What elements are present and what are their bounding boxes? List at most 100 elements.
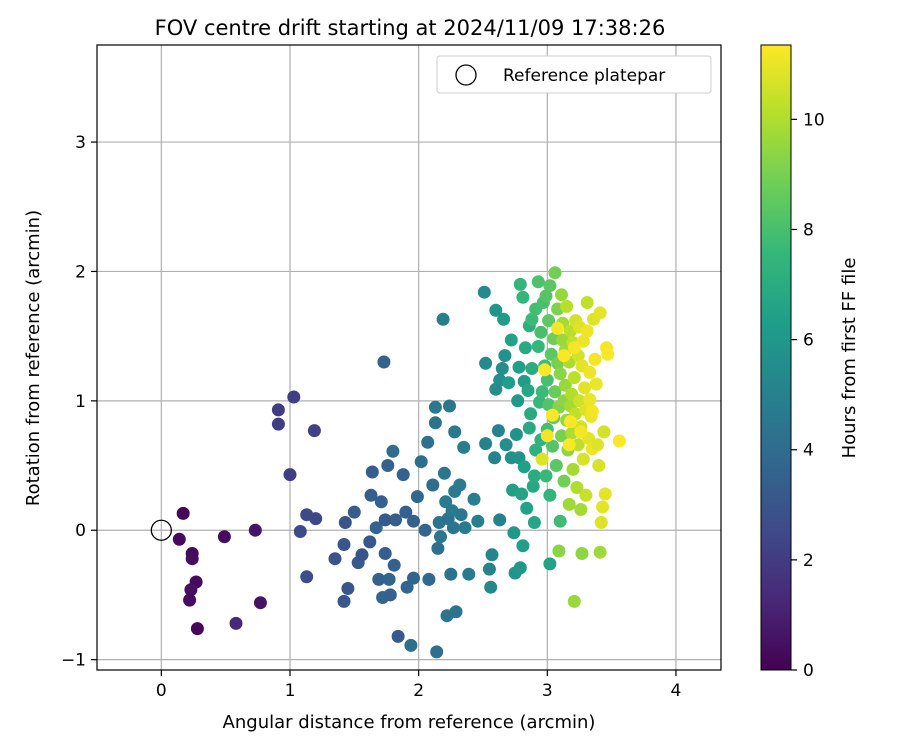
scatter-point [612, 434, 626, 448]
scatter-point [389, 513, 402, 527]
scatter-point [410, 490, 424, 504]
scatter-point [374, 495, 388, 509]
scatter-point [580, 324, 594, 338]
scatter-point [477, 285, 491, 299]
scatter-point [426, 478, 440, 492]
scatter-point [544, 347, 558, 361]
x-tick-label: 0 [156, 681, 167, 701]
scatter-point [513, 277, 527, 291]
scatter-point [580, 296, 594, 309]
scatter-point [309, 512, 323, 526]
scatter-point [539, 289, 553, 303]
scatter-point [172, 532, 186, 546]
colorbar-tick-label: 10 [803, 110, 825, 130]
scatter-point [598, 487, 612, 501]
scatter-point [527, 469, 541, 483]
legend-label: Reference platepar [503, 66, 665, 86]
colorbar-tick-label: 6 [803, 331, 814, 351]
scatter-point [567, 371, 581, 385]
scatter-point [546, 408, 559, 422]
scatter-point [548, 266, 562, 280]
scatter-point [525, 362, 539, 375]
colorbar-tick-label: 8 [803, 220, 814, 240]
y-tick-label: 2 [75, 262, 86, 282]
scatter-point [453, 478, 467, 492]
x-tick-label: 2 [413, 681, 424, 701]
scatter-point [517, 460, 531, 474]
scatter-point [414, 455, 428, 469]
scatter-point [383, 588, 397, 602]
scatter-point [428, 400, 442, 414]
scatter-point [588, 352, 602, 366]
scatter-point [347, 505, 361, 519]
scatter-point [377, 355, 391, 369]
scatter-point [515, 487, 529, 501]
scatter-point [526, 479, 540, 493]
scatter-point [484, 580, 498, 594]
x-axis: 0 1 2 3 4 [156, 670, 681, 701]
y-tick-label: −1 [61, 651, 86, 671]
scatter-point [283, 468, 297, 482]
scatter-point [421, 435, 435, 449]
scatter-point [300, 570, 314, 584]
scatter-point [583, 393, 597, 407]
scatter-point [562, 438, 576, 452]
scatter-point [512, 360, 526, 374]
scatter-point [493, 513, 507, 527]
scatter-point [540, 429, 554, 443]
scatter-point [549, 459, 563, 472]
scatter-point [576, 334, 590, 348]
chart-title: FOV centre drift starting at 2024/11/09 … [155, 16, 666, 40]
scatter-point [521, 384, 535, 397]
scatter-point [434, 530, 447, 544]
scatter-point [363, 535, 377, 549]
scatter-point [372, 572, 386, 586]
scatter-point [573, 394, 586, 408]
scatter-point [449, 605, 463, 619]
scatter-point [378, 547, 392, 560]
scatter-point [539, 469, 553, 483]
scatter-point [491, 424, 505, 438]
scatter-point [462, 567, 476, 581]
scatter-point [355, 548, 369, 562]
scatter-point [592, 459, 606, 472]
colorbar-label: Hours from first FF file [839, 258, 860, 459]
scatter-point [543, 557, 557, 571]
reference-marker [150, 519, 172, 541]
scatter-point [479, 356, 493, 370]
scatter-point [488, 451, 502, 465]
plot-frame [96, 44, 722, 671]
scatter-point [436, 312, 450, 326]
scatter-point [535, 385, 549, 399]
scatter-point [574, 503, 588, 516]
scatter-point [591, 438, 604, 452]
scatter-point [556, 333, 570, 347]
scatter-point [570, 481, 584, 494]
legend-marker [455, 64, 477, 86]
scatter-point [566, 462, 580, 476]
scatter-point [458, 521, 472, 535]
scatter-point [504, 333, 518, 347]
scatter-point [430, 645, 444, 659]
scatter-point [558, 378, 572, 392]
scatter-point [596, 500, 610, 514]
y-tick-label: 0 [75, 521, 86, 541]
scatter-point [248, 523, 262, 537]
scatter-point [338, 516, 352, 529]
scatter-point [543, 279, 557, 293]
scatter-point [489, 303, 503, 317]
scatter-point [497, 312, 511, 326]
grid [97, 45, 721, 670]
colorbar-tick-label: 0 [803, 661, 814, 681]
scatter-point [446, 521, 460, 535]
scatter-point [364, 488, 378, 502]
scatter-point [535, 452, 549, 466]
scatter-point [369, 521, 383, 535]
scatter-point [482, 562, 496, 576]
scatter-point [583, 365, 597, 379]
scatter-point [571, 438, 585, 452]
scatter-point [585, 404, 599, 418]
scatter-point [525, 312, 539, 326]
scatter-point [578, 381, 592, 395]
scatter-point [400, 580, 414, 594]
